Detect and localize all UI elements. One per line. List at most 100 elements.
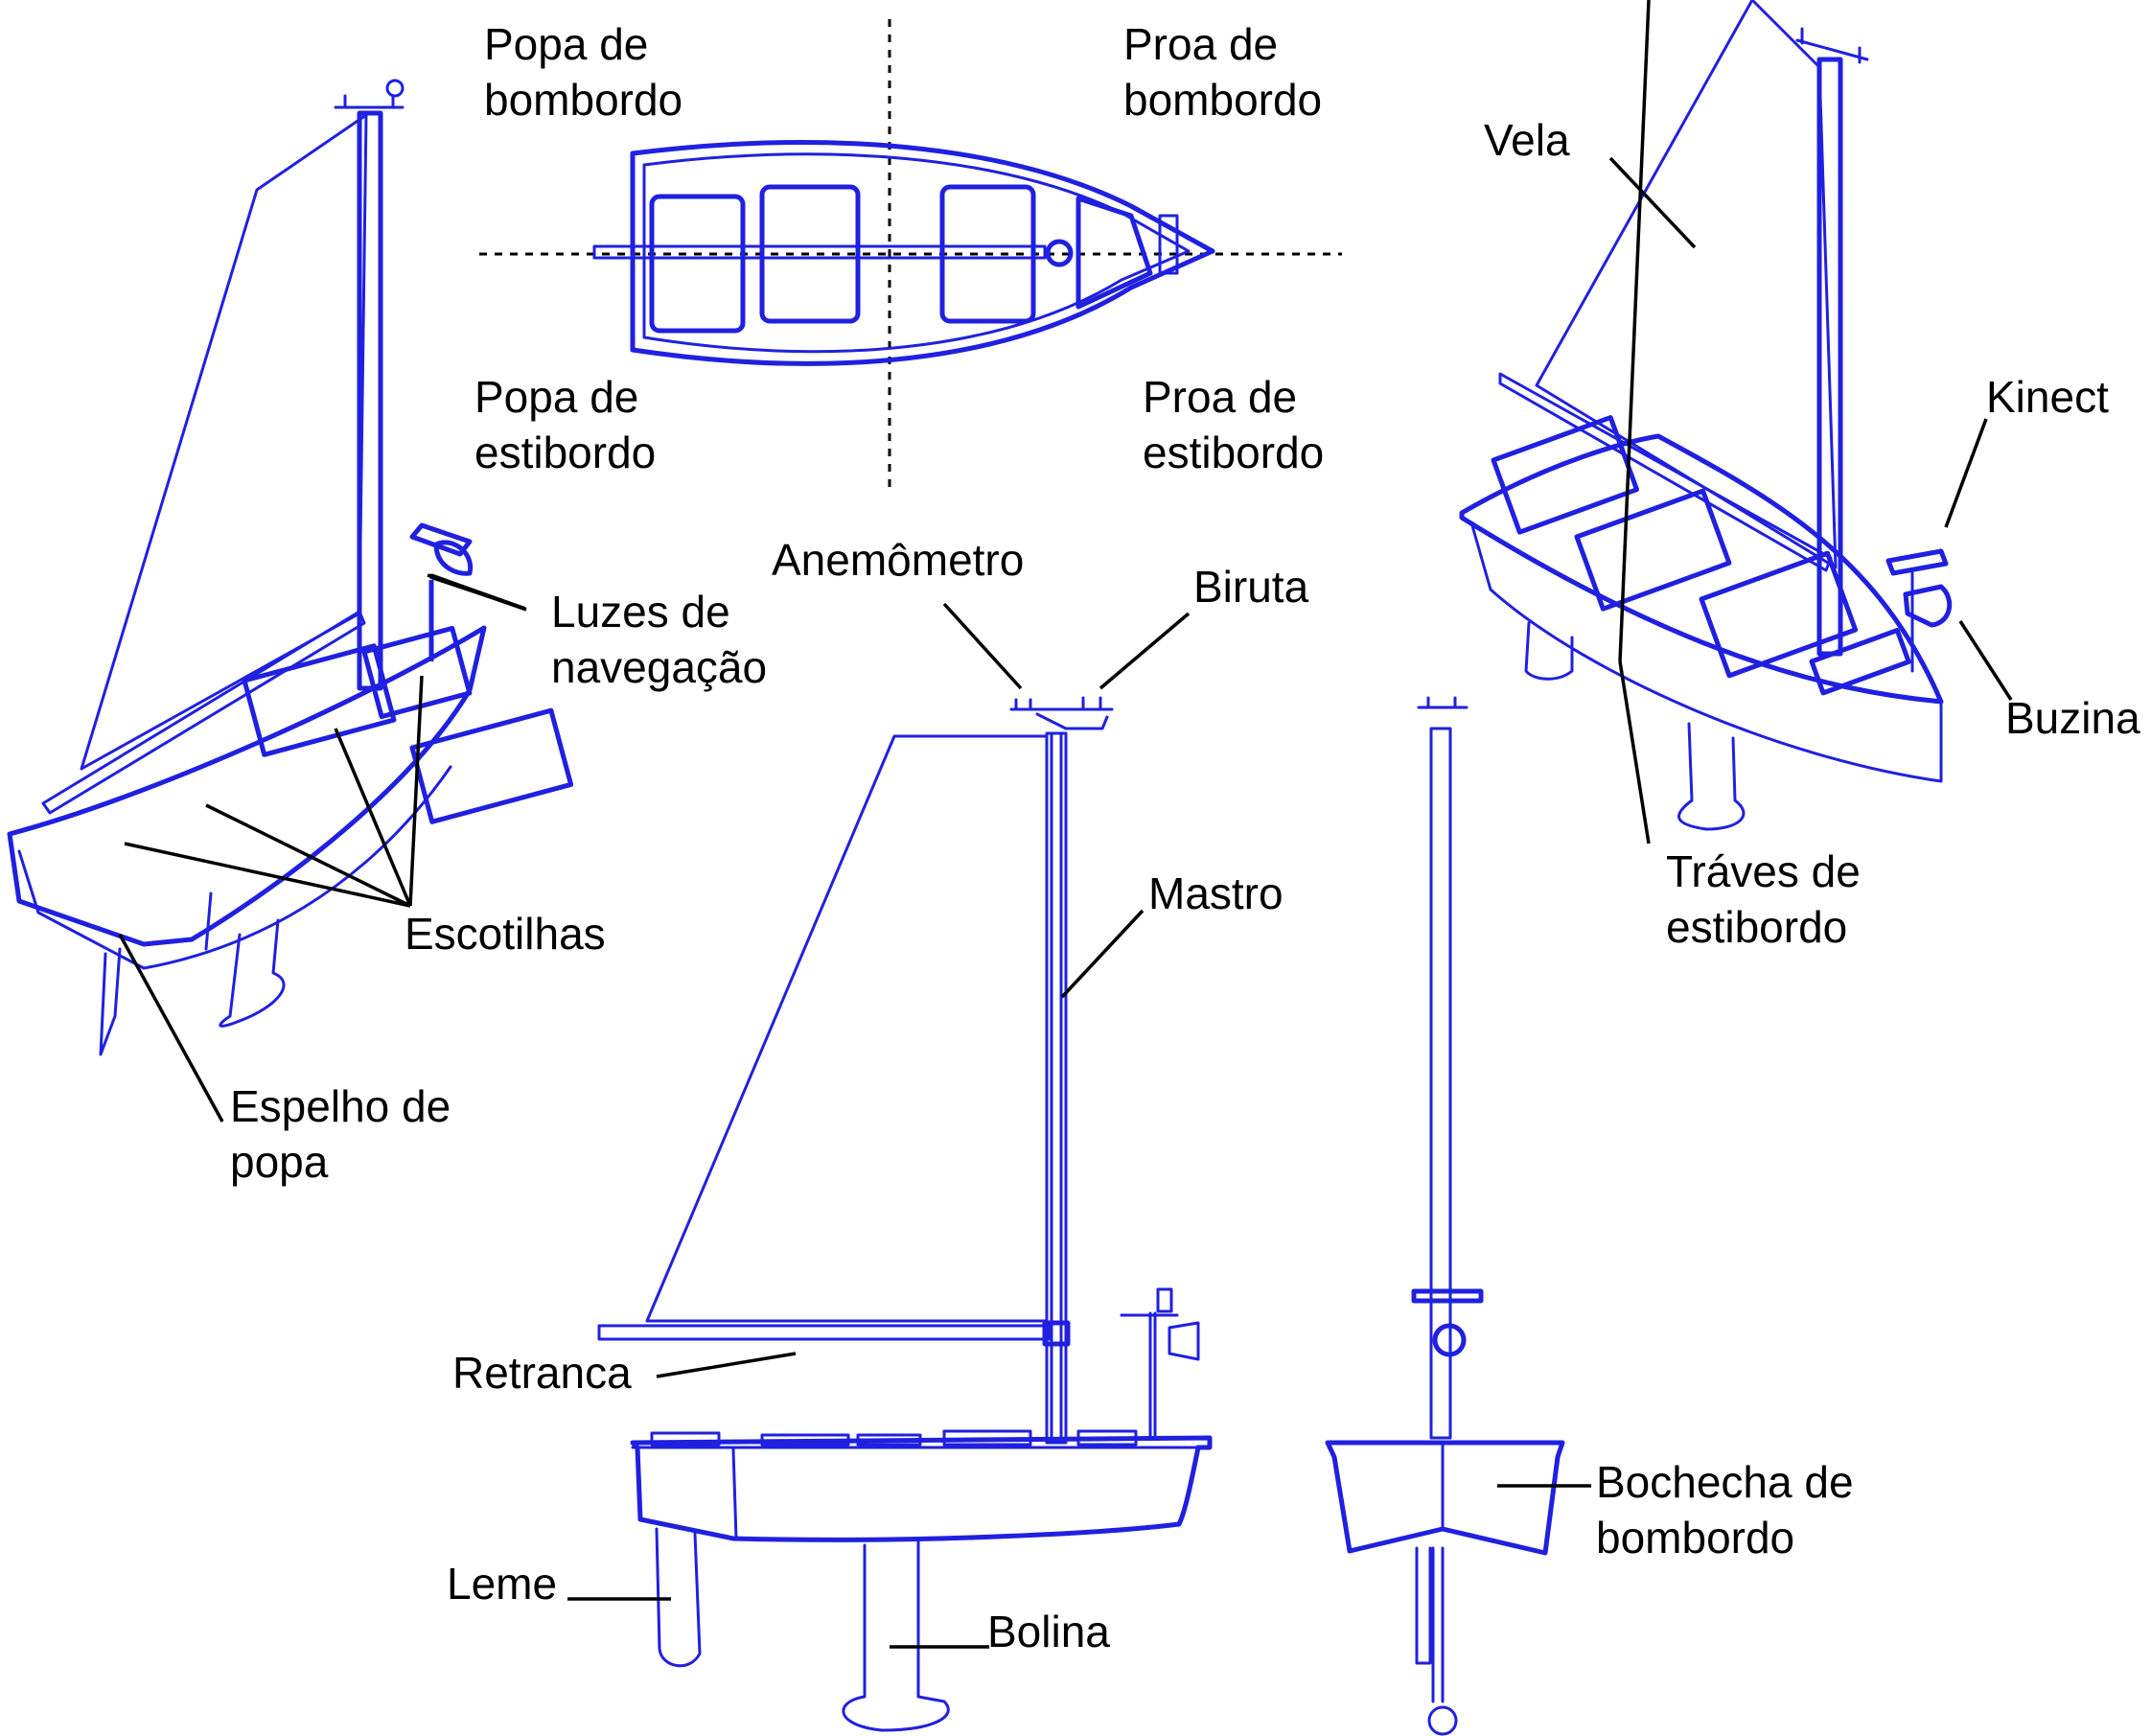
label-proa-estibordo: Proa de estibordo: [1143, 372, 1324, 477]
right-rudder: [1524, 621, 1574, 681]
side-rudder: [655, 1527, 702, 1668]
side-sail: [645, 734, 1049, 1323]
leader-espelho: [118, 934, 224, 1123]
label-proa-estibordo-line2: estibordo: [1143, 428, 1324, 477]
left-hull-deck: [7, 625, 487, 947]
top-view-hatch-4: [1076, 196, 1153, 310]
side-hull-transom-line: [731, 1447, 738, 1540]
side-anemometer-base: [1035, 712, 1109, 730]
leader-traves: [1618, 0, 1651, 662]
leader-escotilhas-4: [408, 675, 424, 907]
label-luzes-navegacao: Luzes de navegação: [551, 587, 767, 692]
labels: Popa de bombordo Proa de bombordo Popa d…: [230, 19, 2140, 1656]
label-espelho-popa: Espelho de popa: [230, 1081, 463, 1187]
label-traves-line2: estibordo: [1666, 902, 1847, 952]
top-view-drawing: [479, 19, 1342, 489]
label-proa-bombordo: Proa de bombordo: [1123, 19, 1322, 125]
left-rudder: [99, 947, 122, 1056]
leader-escotilhas-2: [205, 803, 411, 908]
label-biruta: Biruta: [1193, 562, 1309, 612]
leader-traves-2: [1618, 660, 1651, 845]
label-popa-bombordo: Popa de bombordo: [484, 19, 682, 125]
leader-buzina: [1958, 620, 2013, 701]
right-boom: [1498, 372, 1833, 572]
front-crossbar: [1411, 1288, 1484, 1304]
leader-retranca: [656, 1352, 797, 1378]
top-view-hatch-2: [759, 184, 861, 324]
top-view-hatch-3: [939, 184, 1036, 324]
label-buzina: Buzina: [2005, 693, 2140, 743]
label-bochecha-bombordo: Bochecha de bombordo: [1596, 1457, 1865, 1562]
left-wind-vane: [385, 79, 405, 98]
side-hatch-3: [856, 1433, 922, 1447]
label-kinect: Kinect: [1986, 372, 2109, 422]
side-hull: [630, 1435, 1213, 1542]
right-keel: [1677, 722, 1746, 831]
top-view-hull: [630, 140, 1215, 366]
side-hatch-1: [650, 1431, 721, 1447]
label-mastro: Mastro: [1148, 868, 1284, 918]
leader-vela: [1608, 156, 1697, 249]
side-hatch-5: [1076, 1429, 1138, 1447]
right-sail: [1535, 0, 1838, 569]
front-hull: [1325, 1440, 1565, 1556]
left-hatch-4: [361, 625, 473, 720]
top-view-hull-inner: [642, 152, 1191, 354]
right-hatch-3: [1699, 550, 1859, 679]
leader-biruta: [1099, 612, 1191, 690]
label-traves-line1: Tráves de: [1666, 846, 1861, 896]
leader-luzes-main: [430, 573, 526, 611]
label-bochecha-line2: bombordo: [1596, 1513, 1794, 1562]
right-hull-side: [1469, 521, 1943, 783]
side-nav-lights: [1120, 1287, 1200, 1361]
side-keel: [842, 1539, 950, 1732]
label-luzes-line1: Luzes de: [551, 587, 730, 637]
top-view-bow-mount: [1158, 214, 1179, 275]
left-perspective-drawing: [7, 79, 574, 1056]
label-espelho-line2: popa: [230, 1137, 329, 1187]
left-sail: [80, 113, 368, 771]
side-boom: [597, 1324, 1052, 1341]
side-mast-inner: [1050, 731, 1063, 1445]
side-anemometer: [1009, 696, 1114, 711]
label-leme: Leme: [447, 1559, 557, 1609]
top-view-hatch-1: [649, 194, 746, 334]
label-proa-estibordo-line1: Proa de: [1143, 372, 1297, 422]
label-popa-estibordo-line2: estibordo: [474, 428, 656, 477]
front-keel: [1415, 1546, 1445, 1703]
right-hatch-2: [1574, 488, 1732, 612]
leader-anemometro: [942, 602, 1023, 690]
label-popa-bombordo-line1: Popa de: [484, 19, 648, 69]
front-view-drawing: [1325, 696, 1565, 1736]
left-hatch-3: [242, 643, 397, 757]
label-escotilhas: Escotilhas: [405, 909, 606, 959]
left-boom: [41, 610, 366, 815]
side-hatch-2: [760, 1433, 850, 1447]
right-anemometer: [1795, 27, 1869, 64]
front-anemometer: [1417, 696, 1469, 709]
side-hatch-4: [942, 1429, 1032, 1447]
right-hatch-4: [1809, 628, 1911, 696]
right-hull-deck: [1459, 433, 1944, 705]
side-nav-post: [1148, 1311, 1157, 1440]
leader-kinect: [1944, 418, 1988, 528]
top-view-boom: [592, 244, 1047, 260]
leader-mastro: [1060, 909, 1145, 999]
label-bolina: Bolina: [987, 1607, 1110, 1656]
right-horn: [1903, 584, 1953, 628]
left-anemometer: [334, 94, 405, 109]
label-luzes-line2: navegação: [551, 642, 767, 692]
left-nav-lights: [409, 522, 474, 576]
left-keel: [219, 918, 286, 1028]
label-popa-estibordo-line1: Popa de: [474, 372, 638, 422]
label-retranca: Retranca: [452, 1348, 632, 1398]
label-popa-bombordo-line2: bombordo: [484, 75, 682, 125]
leader-escotilhas-1: [124, 842, 411, 908]
label-espelho-line1: Espelho de: [230, 1081, 451, 1131]
front-horn: [1432, 1323, 1467, 1357]
side-view-drawing: [597, 696, 1213, 1732]
label-traves-estibordo: Tráves de estibordo: [1666, 846, 1873, 952]
left-transom-line: [204, 891, 213, 951]
leader-escotilhas-3: [334, 728, 412, 907]
